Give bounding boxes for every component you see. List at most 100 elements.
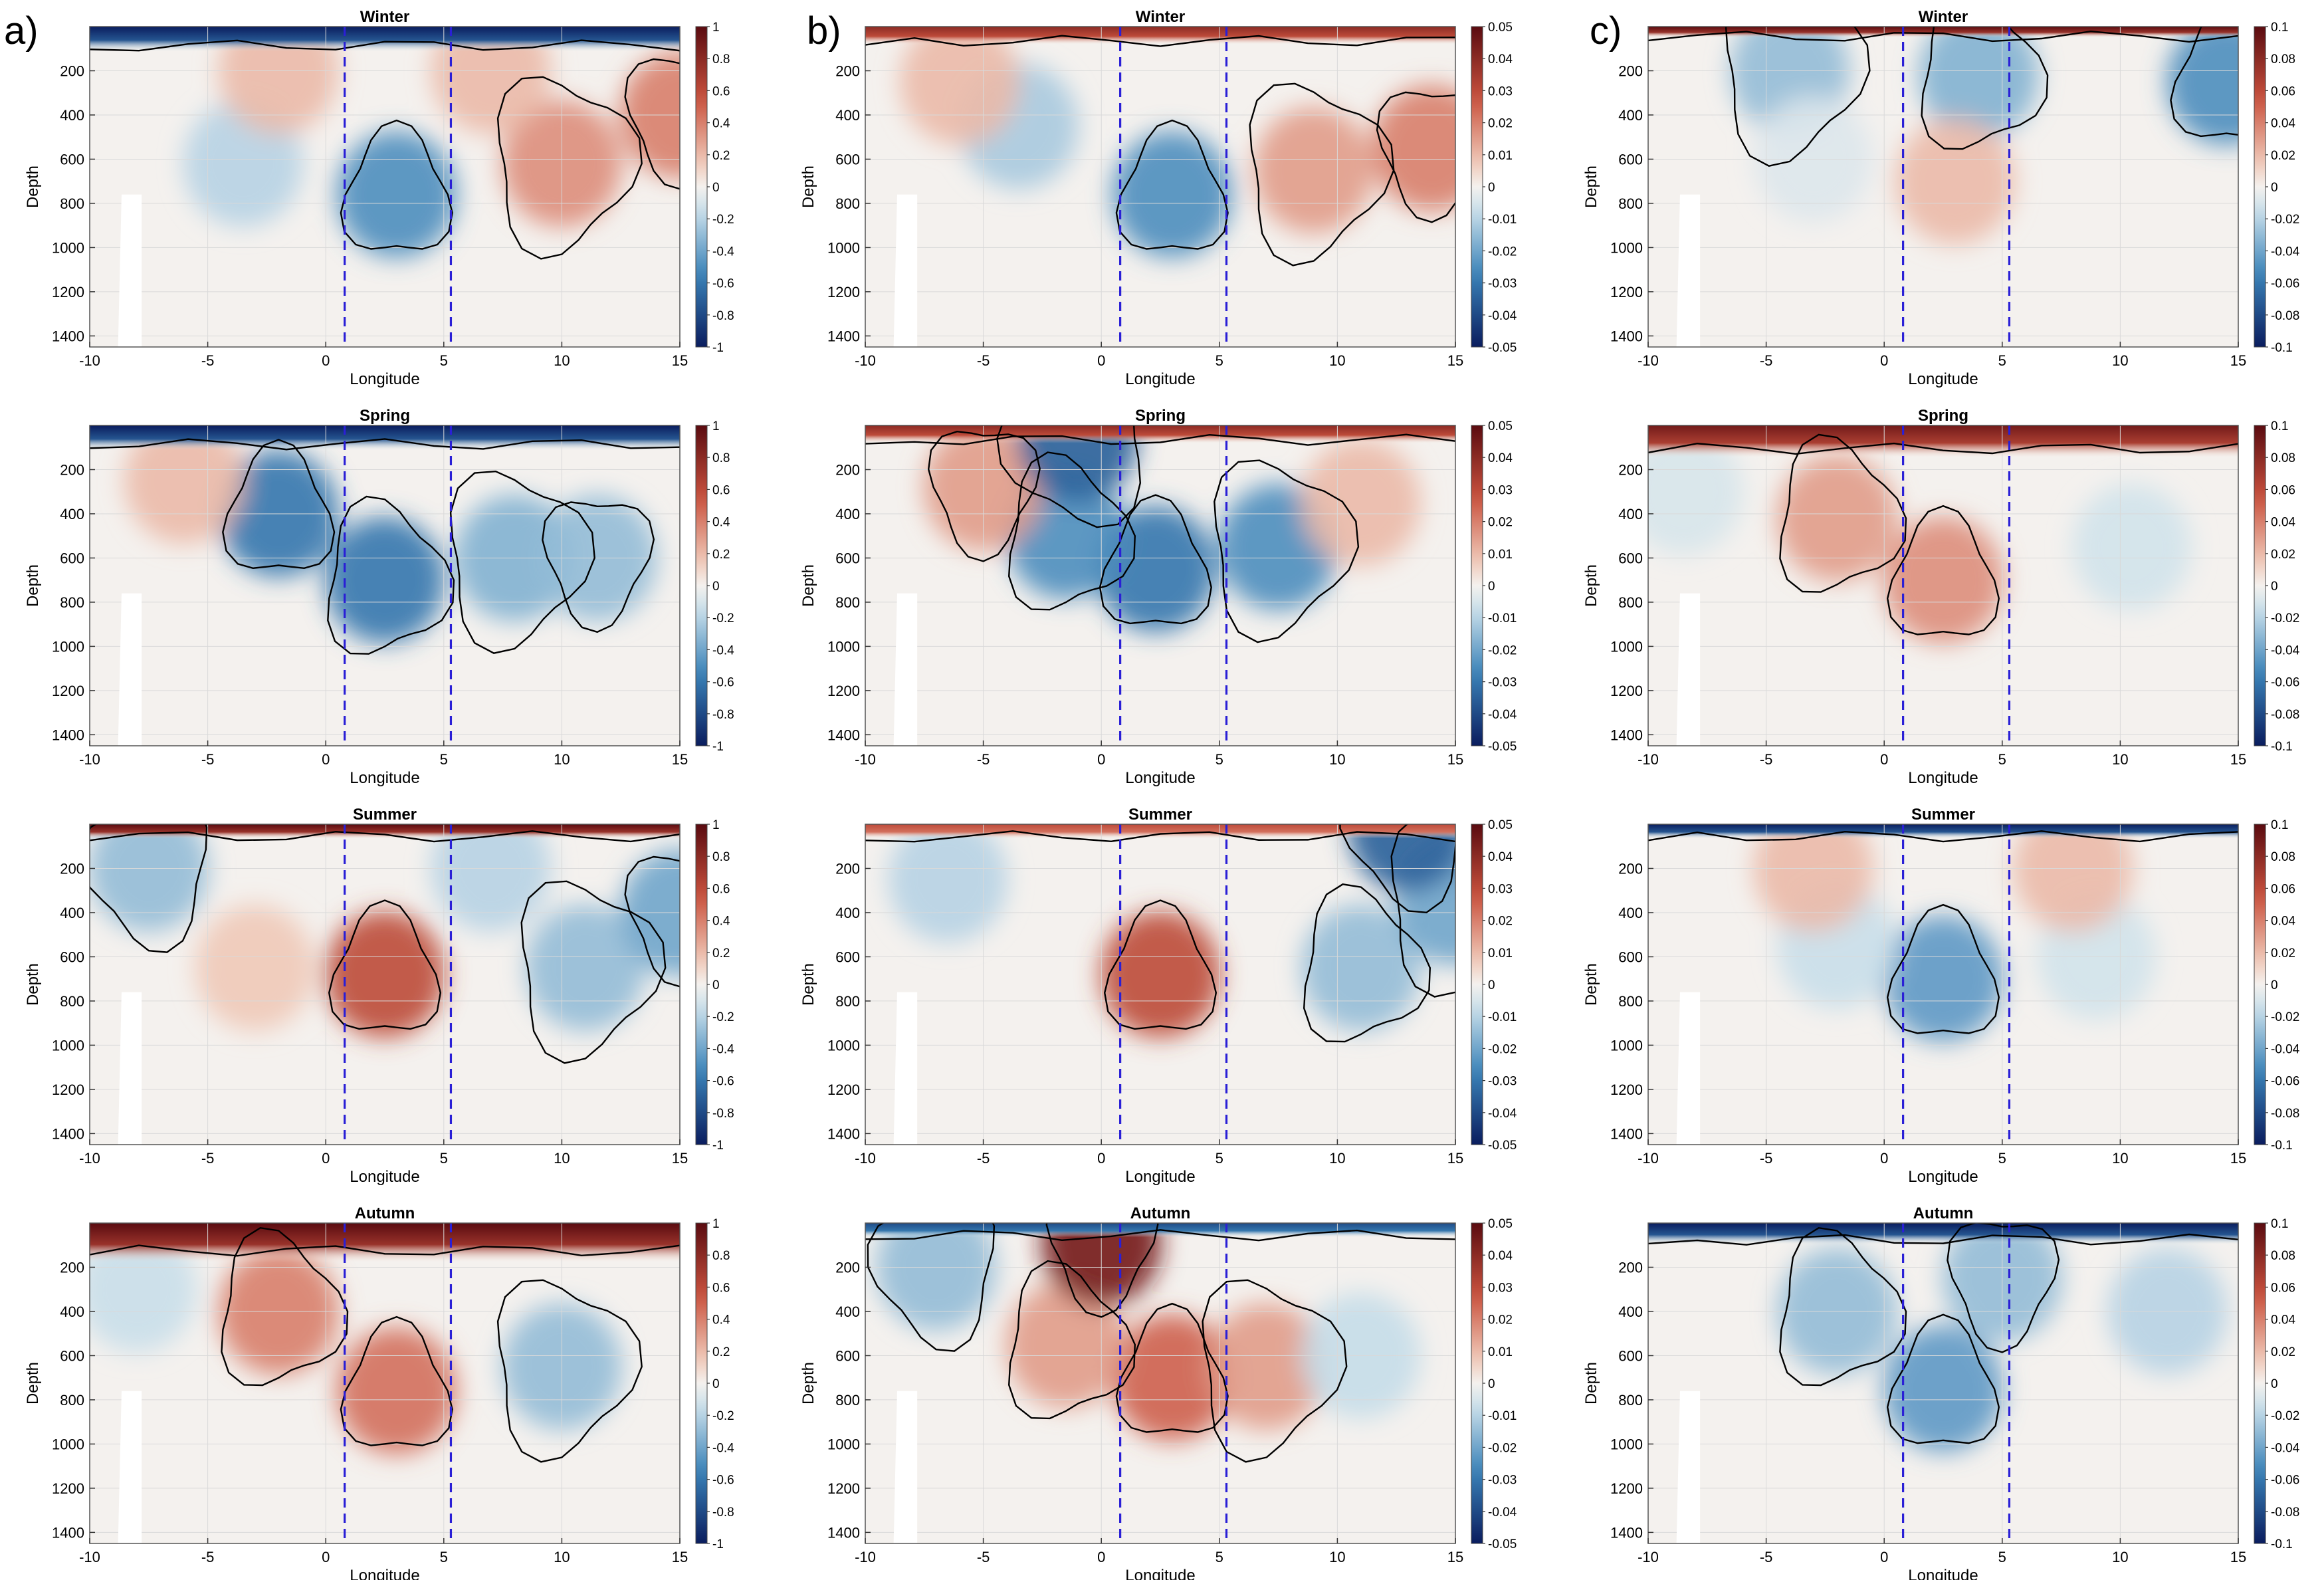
colorbar-tick-label: 0.1: [2271, 21, 2288, 35]
anomaly-blob: [431, 27, 551, 134]
x-tick-label: -5: [201, 1549, 215, 1565]
anomaly-blob: [219, 27, 339, 134]
land-mask: [893, 593, 918, 746]
x-tick-label: -5: [1760, 1150, 1773, 1167]
colorbar-tick-label: -0.04: [2271, 245, 2300, 259]
colorbar-tick-label: 0.01: [1488, 149, 1513, 163]
field: [1648, 824, 2238, 1145]
y-tick-label: 200: [1618, 860, 1643, 877]
x-tick-label: 10: [1329, 751, 1345, 768]
colorbar-tick-label: -0.02: [2271, 612, 2299, 625]
axes-frame: [89, 824, 681, 1145]
colorbar-tick-label: 0: [712, 1377, 720, 1391]
colorbar-tick-label: -0.06: [2271, 676, 2299, 690]
y-tick-label: 200: [60, 860, 84, 877]
y-tick-label: 1400: [827, 727, 860, 743]
x-axis-label: Longitude: [350, 769, 419, 787]
x-tick-label: -5: [201, 1150, 215, 1167]
colorbar-tick-label: -0.08: [2271, 1107, 2299, 1121]
colorbar-tick-label: 0.05: [1488, 818, 1513, 832]
y-tick-label: 1200: [1610, 1081, 1643, 1098]
colorbar-tick-label: -0.05: [1488, 341, 1517, 355]
colorbar-tick-label: 0.02: [1488, 1313, 1513, 1327]
x-tick-label: 5: [1215, 1549, 1223, 1565]
x-tick-label: -5: [201, 751, 215, 768]
anomaly-blob: [1777, 455, 1897, 582]
y-tick-label: 400: [60, 107, 84, 124]
y-tick-label: 1000: [827, 1436, 860, 1452]
panel-a-summer: Summer-10 -5 0 5 10 1520040060080010001200140…: [24, 806, 734, 1186]
colorbar-tick-label: 0: [1488, 1377, 1495, 1391]
colorbar-tick-label: 1: [712, 818, 720, 832]
y-tick-label: 400: [835, 506, 860, 522]
anomaly-blob: [336, 131, 457, 258]
x-axis-label: Longitude: [1125, 769, 1195, 787]
colorbar-tick-label: 0.04: [1488, 53, 1513, 66]
x-tick-label: 0: [1097, 751, 1105, 768]
y-tick-label: 200: [1618, 461, 1643, 478]
contour-line: [542, 501, 655, 633]
x-tick-label: 5: [1215, 352, 1223, 369]
y-tick-label: 400: [60, 1303, 84, 1320]
y-tick-label: 400: [60, 506, 84, 522]
x-tick-label: 10: [2112, 1549, 2128, 1565]
y-tick-label: 600: [835, 550, 860, 566]
anomaly-blob: [1372, 84, 1455, 211]
colorbar-tick-label: 0.02: [2271, 548, 2295, 562]
land-mask: [1676, 1391, 1701, 1543]
zero-contour: [1648, 31, 2238, 43]
colorbar-tick-label: 0.06: [2271, 84, 2295, 98]
panel-title: Spring: [360, 407, 410, 425]
panel-title: Summer: [1911, 806, 1975, 824]
x-tick-label: 5: [440, 1150, 448, 1167]
colorbar-tick-label: 0.06: [2271, 483, 2295, 497]
y-axis-label: Depth: [1582, 564, 1600, 607]
x-tick-label: -10: [855, 751, 876, 768]
colorbar-tick-label: 0.04: [2271, 1313, 2295, 1327]
field: [90, 425, 680, 746]
colorbar-tick-label: -0.03: [1488, 277, 1517, 291]
surface-band: [865, 425, 1455, 443]
colorbar-tick-label: -1: [712, 1139, 724, 1153]
field: [1648, 27, 2238, 347]
panel-a-autumn: Autumn-10 -5 0 5 10 1520040060080010001200140…: [24, 1204, 734, 1580]
contour-line: [90, 824, 208, 953]
y-tick-label: 400: [835, 905, 860, 921]
colorbar-tick-label: 0.04: [2271, 516, 2295, 530]
surface-band: [1648, 824, 2238, 839]
x-tick-label: -5: [977, 751, 990, 768]
contour-line: [1886, 505, 2000, 635]
panel-letter: c): [1590, 9, 1622, 53]
contour-line: [340, 1315, 453, 1446]
colorbar-tick-label: 0: [1488, 978, 1495, 992]
colorbar-tick-label: 0.04: [2271, 117, 2295, 131]
colorbar-tick-label: -0.1: [2271, 341, 2293, 355]
colorbar: [2254, 26, 2266, 348]
x-tick-label: 15: [672, 1549, 688, 1565]
x-axis-label: Longitude: [1125, 1567, 1195, 1580]
panel-c-autumn: Autumn -10 -5 0 5 10 15 200 400 600 800 1000 1200 140…: [1582, 1204, 2300, 1580]
y-tick-label: 1000: [827, 1037, 860, 1054]
panel-title: Summer: [1128, 806, 1192, 824]
y-tick-label: 1400: [52, 727, 84, 743]
anomaly-blob: [525, 905, 645, 1032]
colorbar-tick-label: 0.02: [1488, 915, 1513, 929]
axes-frame: [1647, 1222, 2239, 1544]
colorbar-tick-label: -0.6: [712, 277, 734, 291]
anomaly-blob: [900, 27, 1020, 146]
y-tick-label: 1200: [1610, 683, 1643, 699]
colorbar: [695, 824, 708, 1145]
x-tick-label: 15: [672, 1150, 688, 1167]
land-mask: [1676, 593, 1701, 746]
y-tick-label: 600: [60, 1347, 84, 1364]
colorbar-tick-label: 0.1: [2271, 1217, 2288, 1231]
colorbar-tick-label: -0.2: [712, 1409, 734, 1423]
colorbar-tick-label: -0.1: [2271, 1139, 2293, 1153]
x-tick-label: -5: [1760, 751, 1773, 768]
y-tick-label: 600: [60, 949, 84, 965]
x-tick-label: -10: [855, 1549, 876, 1565]
land-mask: [118, 593, 142, 746]
colorbar-tick-label: -0.04: [1488, 1506, 1517, 1520]
y-tick-label: 400: [835, 1303, 860, 1320]
colorbar-tick-label: 0: [2271, 1377, 2278, 1391]
